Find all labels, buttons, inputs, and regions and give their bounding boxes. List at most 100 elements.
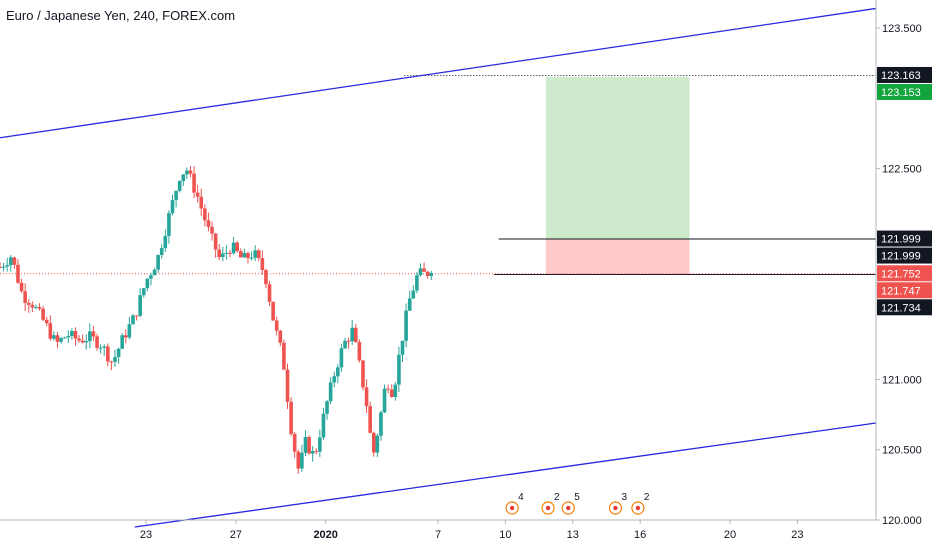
svg-text:4: 4: [518, 492, 524, 503]
event-marker[interactable]: 4: [505, 492, 524, 515]
price-tag: 121.752: [877, 265, 932, 282]
candle-body: [310, 451, 315, 454]
candle-body: [62, 337, 67, 339]
candle-body: [429, 273, 434, 276]
event-marker[interactable]: 3: [608, 492, 627, 515]
candle-body: [206, 220, 211, 227]
candle-body: [393, 384, 398, 397]
candle-body: [156, 255, 160, 270]
candle-body: [289, 401, 293, 434]
y-tick-label: 123.500: [882, 23, 922, 35]
position-zones: [545, 76, 690, 275]
candle-body: [368, 406, 372, 433]
candle-body: [138, 295, 142, 316]
candle-body: [249, 257, 254, 259]
candle-body: [228, 252, 232, 254]
candle-body: [210, 226, 214, 234]
candle-body: [195, 192, 200, 197]
candle-body: [48, 323, 53, 339]
candle-body: [167, 213, 171, 236]
candle-body: [361, 360, 365, 388]
candle-body: [188, 170, 193, 174]
price-tags: 123.163 123.153 121.999 121.999 121.752 121.7…: [877, 66, 932, 316]
candle-body: [224, 252, 229, 254]
candle-body: [282, 342, 286, 370]
event-marker[interactable]: 5: [561, 492, 580, 515]
candle-body: [292, 433, 297, 452]
candle-body: [16, 264, 20, 283]
candle-body: [425, 271, 430, 276]
candle-body: [386, 388, 390, 390]
svg-text:121.999: 121.999: [881, 234, 921, 246]
candle-body: [145, 278, 150, 289]
candle-body: [30, 304, 35, 308]
x-tick-label: 7: [435, 529, 441, 541]
candle-body: [84, 341, 89, 343]
candle-body: [307, 437, 311, 454]
candle-body: [149, 275, 153, 279]
candle-body: [246, 253, 250, 259]
loss-zone[interactable]: [545, 239, 690, 275]
candle-body: [163, 235, 168, 249]
x-tick-label: 23: [791, 529, 803, 541]
candle-body: [185, 170, 189, 175]
candle-body: [318, 437, 322, 452]
candle-body: [418, 268, 423, 276]
svg-text:2: 2: [644, 492, 650, 503]
event-marker[interactable]: 2: [631, 492, 650, 515]
channel-upper-line[interactable]: [0, 7, 877, 139]
event-markers[interactable]: 4 2 5 3 2: [505, 492, 650, 515]
candle-body: [134, 315, 139, 317]
price-tag: 123.163: [877, 66, 932, 83]
profit-zone[interactable]: [545, 76, 690, 240]
candle-body: [91, 331, 96, 337]
candle-body: [88, 331, 92, 342]
candle-body: [314, 451, 319, 453]
candle-body: [120, 335, 124, 349]
candle-body: [131, 315, 135, 325]
candle-body: [199, 196, 204, 209]
candle-body: [37, 307, 42, 309]
candle-body: [8, 257, 13, 266]
candle-body: [181, 174, 186, 181]
trend-channel[interactable]: [0, 7, 877, 528]
candle-body: [332, 376, 337, 383]
candle-body: [152, 269, 157, 276]
candle-body: [109, 361, 114, 363]
candle-body: [12, 257, 17, 265]
candle-body: [278, 330, 283, 343]
candle-body: [422, 268, 426, 272]
candle-body: [170, 199, 175, 214]
candle-body: [353, 327, 358, 343]
svg-text:121.747: 121.747: [881, 285, 921, 297]
candle-body: [80, 340, 85, 343]
candle-body: [113, 357, 117, 362]
candle-body: [106, 346, 110, 362]
y-tick-label: 120.000: [882, 515, 922, 527]
candle-body: [203, 208, 207, 221]
time-axis[interactable]: 23 27 2020 7 10 13 16 20 23: [140, 520, 804, 541]
candle-body: [267, 284, 272, 302]
svg-text:121.752: 121.752: [881, 268, 921, 280]
candle-body: [59, 338, 63, 342]
price-axis[interactable]: 123.500 122.500 121.000 120.500 120.000: [876, 23, 922, 527]
svg-text:121.999: 121.999: [881, 251, 921, 263]
channel-lower-line[interactable]: [134, 422, 877, 528]
candles: [0, 166, 434, 474]
candle-body: [350, 327, 354, 342]
candle-body: [371, 432, 376, 453]
candle-body: [235, 242, 239, 252]
candle-body: [77, 338, 81, 341]
candle-body: [296, 451, 301, 469]
event-marker[interactable]: 2: [541, 492, 560, 515]
candle-body: [177, 180, 182, 191]
candle-body: [346, 340, 351, 342]
candle-body: [5, 265, 9, 267]
candle-body: [253, 250, 257, 258]
candle-body: [52, 335, 56, 339]
candle-body: [336, 367, 340, 377]
candle-body: [70, 330, 74, 337]
price-tag: 121.999: [877, 230, 932, 247]
x-tick-label: 2020: [313, 529, 337, 541]
